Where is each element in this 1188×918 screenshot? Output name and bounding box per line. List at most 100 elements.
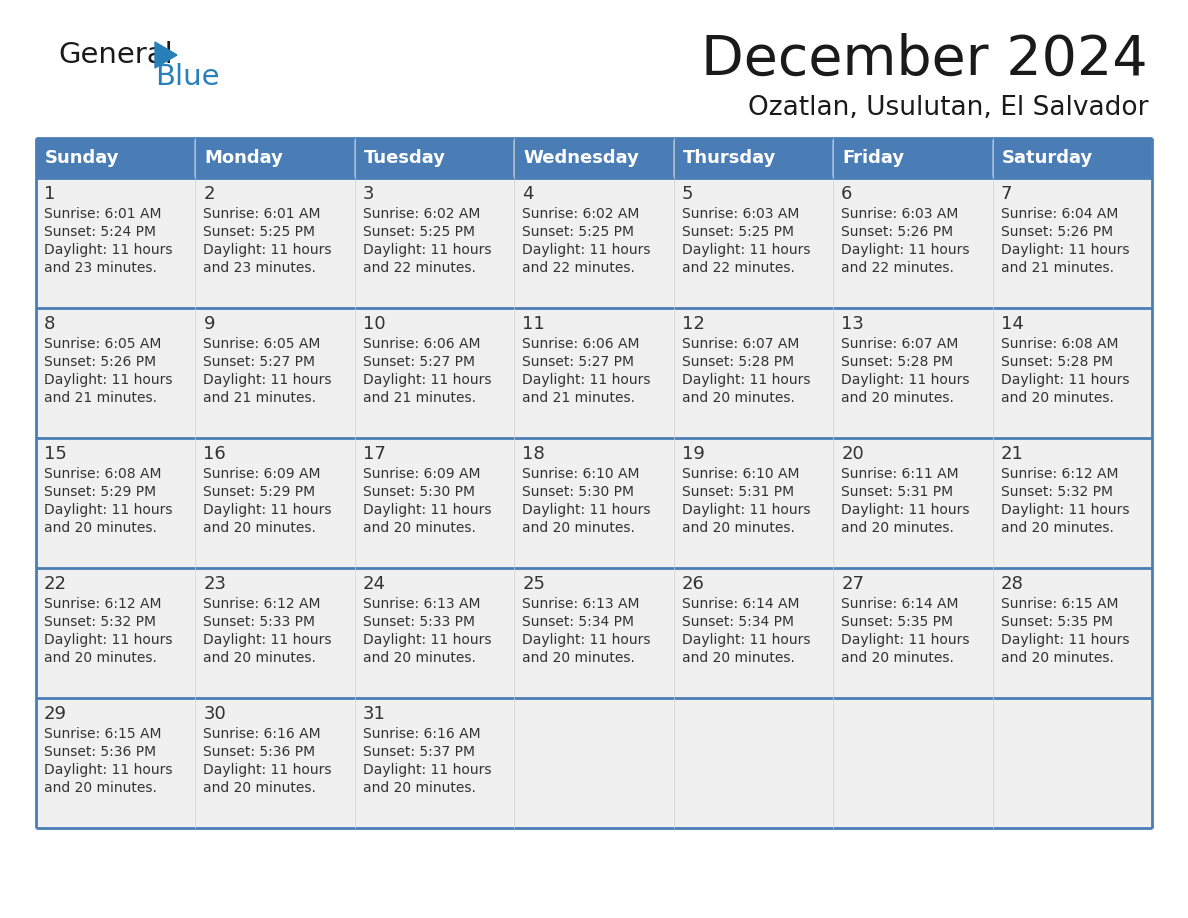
Text: Sunrise: 6:13 AM: Sunrise: 6:13 AM bbox=[362, 597, 480, 611]
Text: Daylight: 11 hours: Daylight: 11 hours bbox=[362, 373, 492, 387]
Bar bbox=[833, 308, 992, 438]
Text: Daylight: 11 hours: Daylight: 11 hours bbox=[44, 243, 172, 257]
Text: Sunset: 5:34 PM: Sunset: 5:34 PM bbox=[523, 615, 634, 629]
Text: and 20 minutes.: and 20 minutes. bbox=[203, 651, 316, 665]
Text: Sunrise: 6:07 AM: Sunrise: 6:07 AM bbox=[682, 337, 800, 351]
Text: Daylight: 11 hours: Daylight: 11 hours bbox=[203, 633, 331, 647]
Text: 9: 9 bbox=[203, 315, 215, 333]
Text: and 22 minutes.: and 22 minutes. bbox=[523, 261, 636, 275]
Text: and 20 minutes.: and 20 minutes. bbox=[841, 521, 954, 535]
Bar bbox=[355, 308, 514, 438]
Text: Sunrise: 6:09 AM: Sunrise: 6:09 AM bbox=[362, 467, 480, 481]
Text: 25: 25 bbox=[523, 575, 545, 593]
Text: Sunrise: 6:12 AM: Sunrise: 6:12 AM bbox=[203, 597, 321, 611]
Text: 8: 8 bbox=[44, 315, 56, 333]
Text: and 20 minutes.: and 20 minutes. bbox=[841, 651, 954, 665]
Text: 21: 21 bbox=[1000, 445, 1023, 463]
Text: Sunrise: 6:01 AM: Sunrise: 6:01 AM bbox=[44, 207, 162, 221]
Text: Sunset: 5:28 PM: Sunset: 5:28 PM bbox=[682, 355, 794, 369]
Bar bbox=[36, 308, 196, 438]
Text: Sunset: 5:29 PM: Sunset: 5:29 PM bbox=[203, 485, 316, 499]
Text: Sunrise: 6:11 AM: Sunrise: 6:11 AM bbox=[841, 467, 959, 481]
Text: and 21 minutes.: and 21 minutes. bbox=[1000, 261, 1113, 275]
Text: Sunset: 5:28 PM: Sunset: 5:28 PM bbox=[1000, 355, 1113, 369]
Text: Daylight: 11 hours: Daylight: 11 hours bbox=[841, 633, 969, 647]
Text: Friday: Friday bbox=[842, 149, 904, 167]
Text: 10: 10 bbox=[362, 315, 385, 333]
Text: Sunrise: 6:01 AM: Sunrise: 6:01 AM bbox=[203, 207, 321, 221]
Text: Sunset: 5:34 PM: Sunset: 5:34 PM bbox=[682, 615, 794, 629]
Text: General: General bbox=[58, 41, 172, 69]
Text: Sunset: 5:26 PM: Sunset: 5:26 PM bbox=[1000, 225, 1113, 239]
Bar bbox=[833, 178, 992, 308]
Bar bbox=[674, 308, 833, 438]
Text: Sunset: 5:25 PM: Sunset: 5:25 PM bbox=[203, 225, 316, 239]
Bar bbox=[355, 138, 514, 178]
Text: Daylight: 11 hours: Daylight: 11 hours bbox=[44, 503, 172, 517]
Text: and 20 minutes.: and 20 minutes. bbox=[44, 651, 157, 665]
Bar bbox=[514, 568, 674, 698]
Text: Daylight: 11 hours: Daylight: 11 hours bbox=[44, 373, 172, 387]
Bar bbox=[992, 438, 1152, 568]
Text: Ozatlan, Usulutan, El Salvador: Ozatlan, Usulutan, El Salvador bbox=[747, 95, 1148, 121]
Text: Daylight: 11 hours: Daylight: 11 hours bbox=[203, 373, 331, 387]
Text: Thursday: Thursday bbox=[683, 149, 776, 167]
Bar bbox=[674, 698, 833, 828]
Text: Sunset: 5:36 PM: Sunset: 5:36 PM bbox=[203, 745, 316, 759]
Text: 27: 27 bbox=[841, 575, 864, 593]
Text: Sunrise: 6:09 AM: Sunrise: 6:09 AM bbox=[203, 467, 321, 481]
Text: Sunset: 5:29 PM: Sunset: 5:29 PM bbox=[44, 485, 156, 499]
Text: Sunset: 5:25 PM: Sunset: 5:25 PM bbox=[362, 225, 475, 239]
Text: Sunset: 5:25 PM: Sunset: 5:25 PM bbox=[682, 225, 794, 239]
Bar bbox=[992, 568, 1152, 698]
Text: and 20 minutes.: and 20 minutes. bbox=[841, 391, 954, 405]
Text: Sunset: 5:32 PM: Sunset: 5:32 PM bbox=[44, 615, 156, 629]
Text: Blue: Blue bbox=[154, 63, 220, 91]
Text: and 20 minutes.: and 20 minutes. bbox=[362, 781, 475, 795]
Text: Sunset: 5:33 PM: Sunset: 5:33 PM bbox=[203, 615, 316, 629]
Text: Sunset: 5:27 PM: Sunset: 5:27 PM bbox=[203, 355, 316, 369]
Text: 24: 24 bbox=[362, 575, 386, 593]
Text: Sunrise: 6:10 AM: Sunrise: 6:10 AM bbox=[682, 467, 800, 481]
Text: 7: 7 bbox=[1000, 185, 1012, 203]
Text: 22: 22 bbox=[44, 575, 67, 593]
Text: Sunrise: 6:15 AM: Sunrise: 6:15 AM bbox=[1000, 597, 1118, 611]
Text: Sunrise: 6:05 AM: Sunrise: 6:05 AM bbox=[44, 337, 162, 351]
Text: and 20 minutes.: and 20 minutes. bbox=[523, 521, 636, 535]
Bar bbox=[355, 568, 514, 698]
Text: Sunset: 5:32 PM: Sunset: 5:32 PM bbox=[1000, 485, 1113, 499]
Bar bbox=[196, 568, 355, 698]
Text: Sunset: 5:37 PM: Sunset: 5:37 PM bbox=[362, 745, 475, 759]
Text: 3: 3 bbox=[362, 185, 374, 203]
Text: Sunset: 5:35 PM: Sunset: 5:35 PM bbox=[1000, 615, 1113, 629]
Text: Sunrise: 6:13 AM: Sunrise: 6:13 AM bbox=[523, 597, 640, 611]
Text: and 23 minutes.: and 23 minutes. bbox=[203, 261, 316, 275]
Text: Daylight: 11 hours: Daylight: 11 hours bbox=[841, 243, 969, 257]
Text: Sunrise: 6:14 AM: Sunrise: 6:14 AM bbox=[841, 597, 959, 611]
Text: and 21 minutes.: and 21 minutes. bbox=[362, 391, 476, 405]
Text: Daylight: 11 hours: Daylight: 11 hours bbox=[362, 763, 492, 777]
Text: Daylight: 11 hours: Daylight: 11 hours bbox=[523, 243, 651, 257]
Text: Sunday: Sunday bbox=[45, 149, 120, 167]
Bar bbox=[196, 438, 355, 568]
Text: Daylight: 11 hours: Daylight: 11 hours bbox=[523, 633, 651, 647]
Text: Daylight: 11 hours: Daylight: 11 hours bbox=[1000, 633, 1129, 647]
Text: Sunset: 5:27 PM: Sunset: 5:27 PM bbox=[523, 355, 634, 369]
Text: 18: 18 bbox=[523, 445, 545, 463]
Text: 5: 5 bbox=[682, 185, 694, 203]
Text: Sunrise: 6:06 AM: Sunrise: 6:06 AM bbox=[523, 337, 640, 351]
Text: Sunrise: 6:03 AM: Sunrise: 6:03 AM bbox=[682, 207, 800, 221]
Text: December 2024: December 2024 bbox=[701, 33, 1148, 87]
Text: 15: 15 bbox=[44, 445, 67, 463]
Text: Sunrise: 6:12 AM: Sunrise: 6:12 AM bbox=[1000, 467, 1118, 481]
Text: Daylight: 11 hours: Daylight: 11 hours bbox=[362, 243, 492, 257]
Text: and 21 minutes.: and 21 minutes. bbox=[203, 391, 316, 405]
Text: Sunset: 5:28 PM: Sunset: 5:28 PM bbox=[841, 355, 953, 369]
Text: and 21 minutes.: and 21 minutes. bbox=[44, 391, 157, 405]
Bar bbox=[36, 438, 196, 568]
Text: Daylight: 11 hours: Daylight: 11 hours bbox=[362, 503, 492, 517]
Text: and 20 minutes.: and 20 minutes. bbox=[203, 521, 316, 535]
Text: Daylight: 11 hours: Daylight: 11 hours bbox=[682, 633, 810, 647]
Text: and 22 minutes.: and 22 minutes. bbox=[841, 261, 954, 275]
Text: Daylight: 11 hours: Daylight: 11 hours bbox=[682, 373, 810, 387]
